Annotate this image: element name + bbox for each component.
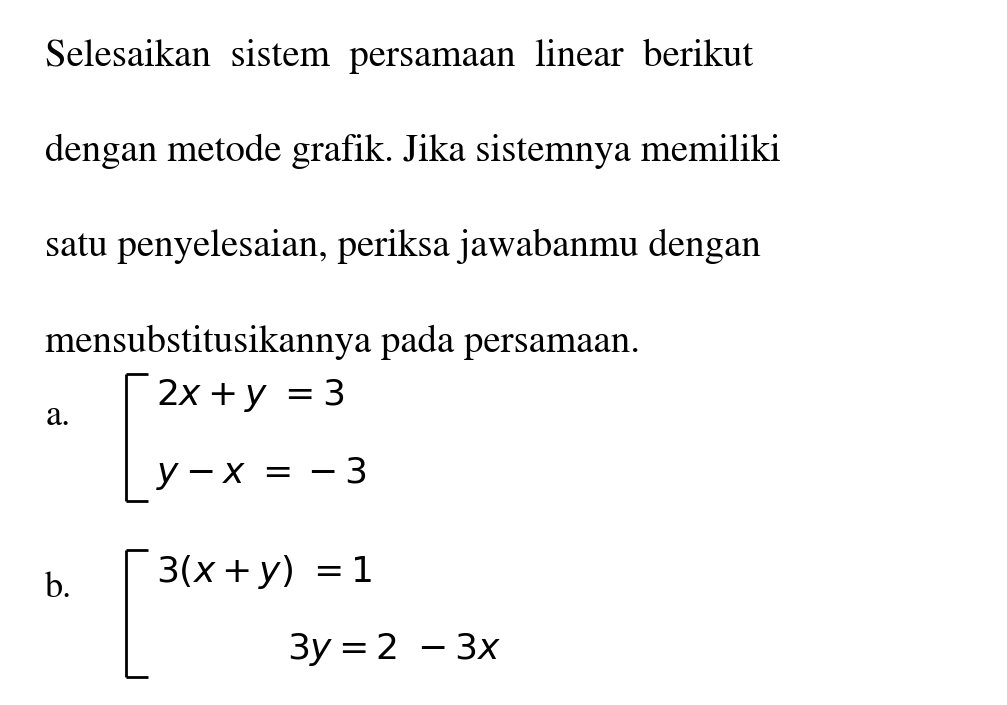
Text: $2x + y \ = 3$: $2x + y \ = 3$ [156,377,344,414]
Text: b.: b. [45,572,73,606]
Text: mensubstitusikannya pada persamaan.: mensubstitusikannya pada persamaan. [45,324,640,360]
Text: satu penyelesaian, periksa jawabanmu dengan: satu penyelesaian, periksa jawabanmu den… [45,229,761,264]
Text: a.: a. [45,399,70,433]
Text: Selesaikan  sistem  persamaan  linear  berikut: Selesaikan sistem persamaan linear berik… [45,39,753,74]
Text: $3(x + y) \ = 1$: $3(x + y) \ = 1$ [156,553,372,591]
Text: $3y = 2 \ - 3x$: $3y = 2 \ - 3x$ [287,631,501,668]
Text: dengan metode grafik. Jika sistemnya memiliki: dengan metode grafik. Jika sistemnya mem… [45,134,781,169]
Text: $y - x \ = -3$: $y - x \ = -3$ [156,455,367,491]
